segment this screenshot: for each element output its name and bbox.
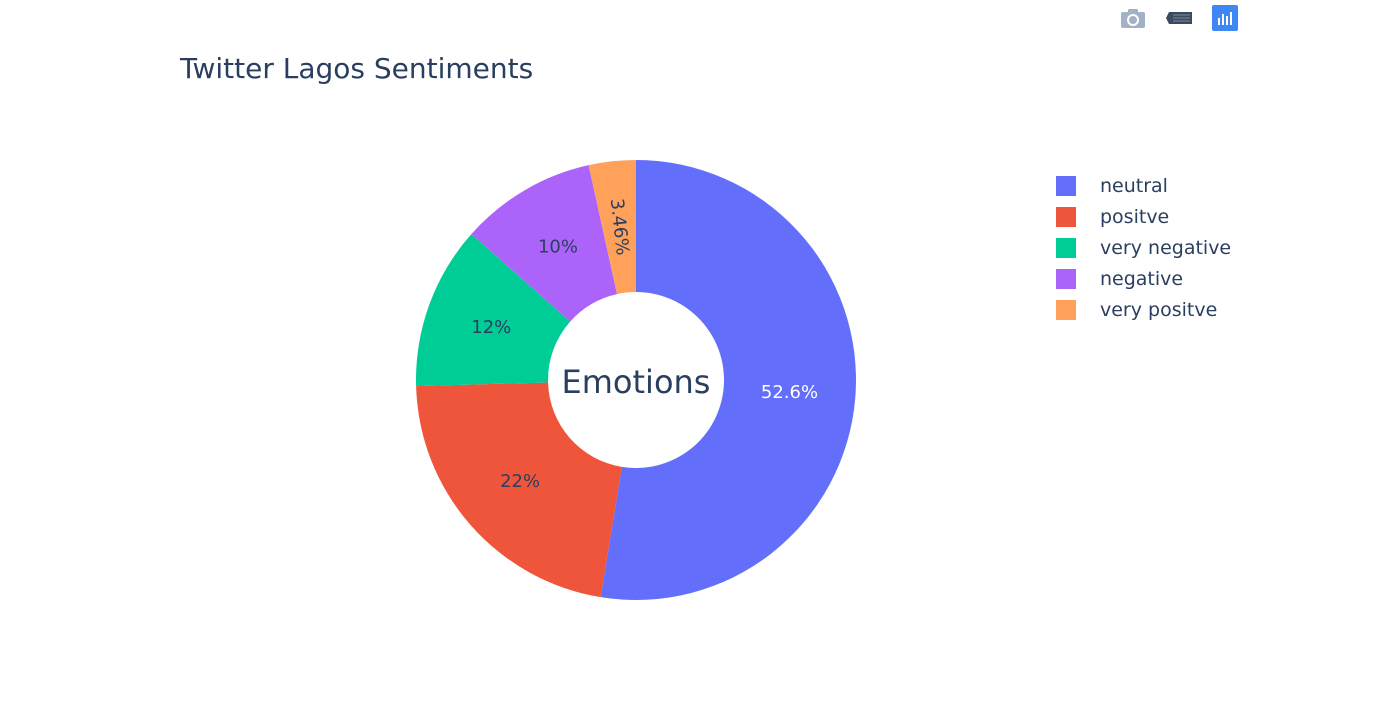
slice-very-negative[interactable] <box>415 234 571 387</box>
slice-positve[interactable] <box>416 382 622 598</box>
legend-swatch <box>1056 268 1076 289</box>
legend-item-positve[interactable]: positve <box>1056 201 1231 232</box>
legend-item-very-negative[interactable]: very negative <box>1056 232 1231 263</box>
slice-very-positve[interactable] <box>588 160 636 295</box>
legend-label: negative <box>1100 267 1184 290</box>
legend-label: neutral <box>1100 174 1168 197</box>
plotly-logo-icon <box>1212 5 1238 31</box>
camera-icon <box>1121 9 1145 28</box>
edit-in-chart-studio-icon <box>1166 12 1192 24</box>
legend-swatch <box>1056 237 1076 258</box>
slice-label-positve: 22% <box>500 471 540 492</box>
modebar <box>1118 4 1256 32</box>
legend: neutral positve very negative negative very … <box>1056 170 1231 325</box>
slice-label-very-negative: 12% <box>471 317 511 338</box>
center-label: Emotions <box>562 363 711 401</box>
slice-neutral[interactable] <box>600 160 856 601</box>
legend-label: positve <box>1100 205 1170 228</box>
slice-negative[interactable] <box>471 165 618 322</box>
plotly-logo-button[interactable] <box>1210 4 1240 32</box>
legend-label: very positve <box>1100 298 1218 321</box>
slice-label-neutral: 52.6% <box>761 382 818 403</box>
legend-swatch <box>1056 206 1076 227</box>
legend-item-neutral[interactable]: neutral <box>1056 170 1231 201</box>
legend-item-very-positve[interactable]: very positve <box>1056 294 1231 325</box>
legend-label: very negative <box>1100 236 1232 259</box>
download-png-button[interactable] <box>1118 4 1148 32</box>
edit-in-chart-studio-button[interactable] <box>1164 4 1194 32</box>
legend-item-negative[interactable]: negative <box>1056 263 1231 294</box>
legend-swatch <box>1056 175 1076 196</box>
chart-title: Twitter Lagos Sentiments <box>180 52 534 85</box>
legend-swatch <box>1056 299 1076 320</box>
slice-label-negative: 10% <box>538 237 578 258</box>
